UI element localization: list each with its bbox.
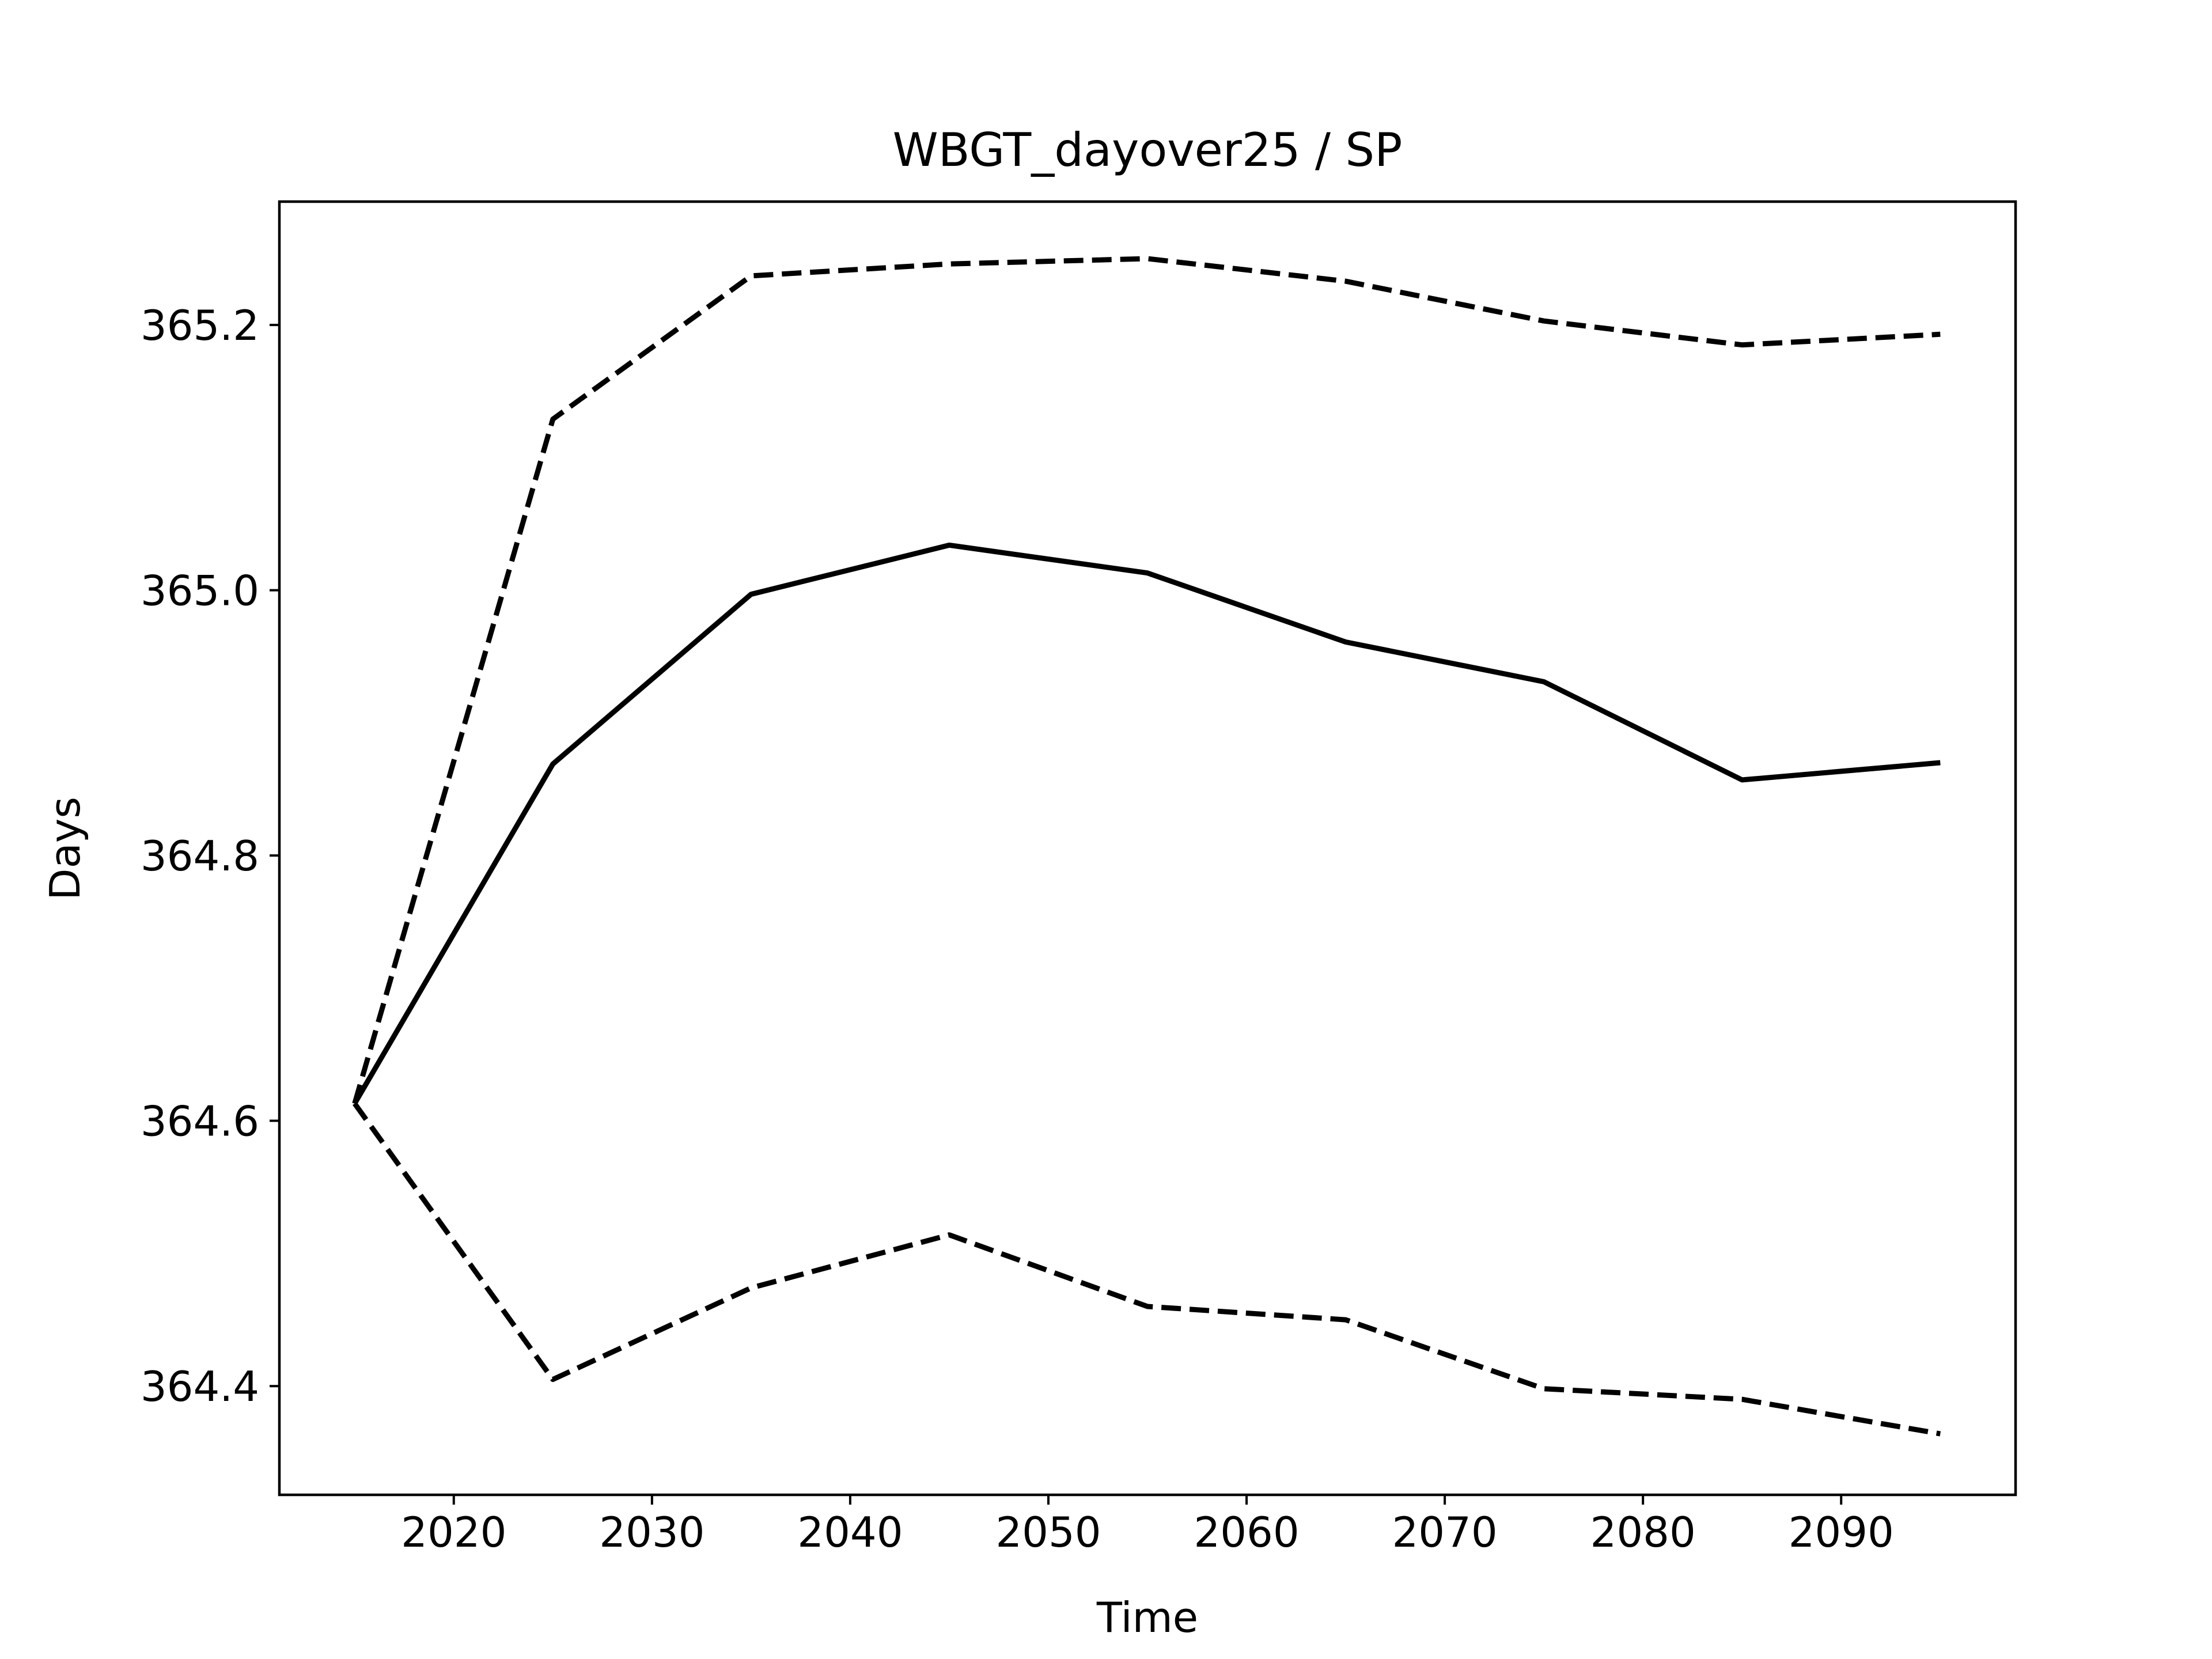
x-tick-label: 2040 [797,1508,903,1556]
x-tick-label: 2050 [995,1508,1101,1556]
chart-title: WBGT_dayover25 / SP [893,123,1403,177]
series-line-2 [352,256,1941,1104]
plot-area [352,256,1941,1437]
y-axis: 364.4 364.6 364.8 365.0 365.2 [141,301,279,1411]
x-tick-label: 2060 [1194,1508,1299,1556]
y-tick-label: 364.6 [141,1097,259,1146]
x-tick-label: 2080 [1590,1508,1696,1556]
x-axis: 2020 2030 2040 2050 2060 2070 2080 2090 [401,1495,1894,1556]
axes-frame [278,200,2017,1497]
y-tick-label: 365.2 [141,301,259,350]
x-tick-label: 2070 [1392,1508,1497,1556]
series-line-3 [353,1102,1941,1437]
y-tick-label: 365.0 [141,567,259,615]
x-tick-label: 2090 [1789,1508,1894,1556]
y-tick-label: 364.8 [141,832,259,880]
x-tick-label: 2030 [599,1508,704,1556]
series-line-1 [352,542,1941,1105]
y-tick-label: 364.4 [141,1362,259,1411]
x-tick-label: 2020 [401,1508,506,1556]
x-axis-label: Time [1096,1593,1198,1642]
y-axis-label: Days [41,797,89,900]
